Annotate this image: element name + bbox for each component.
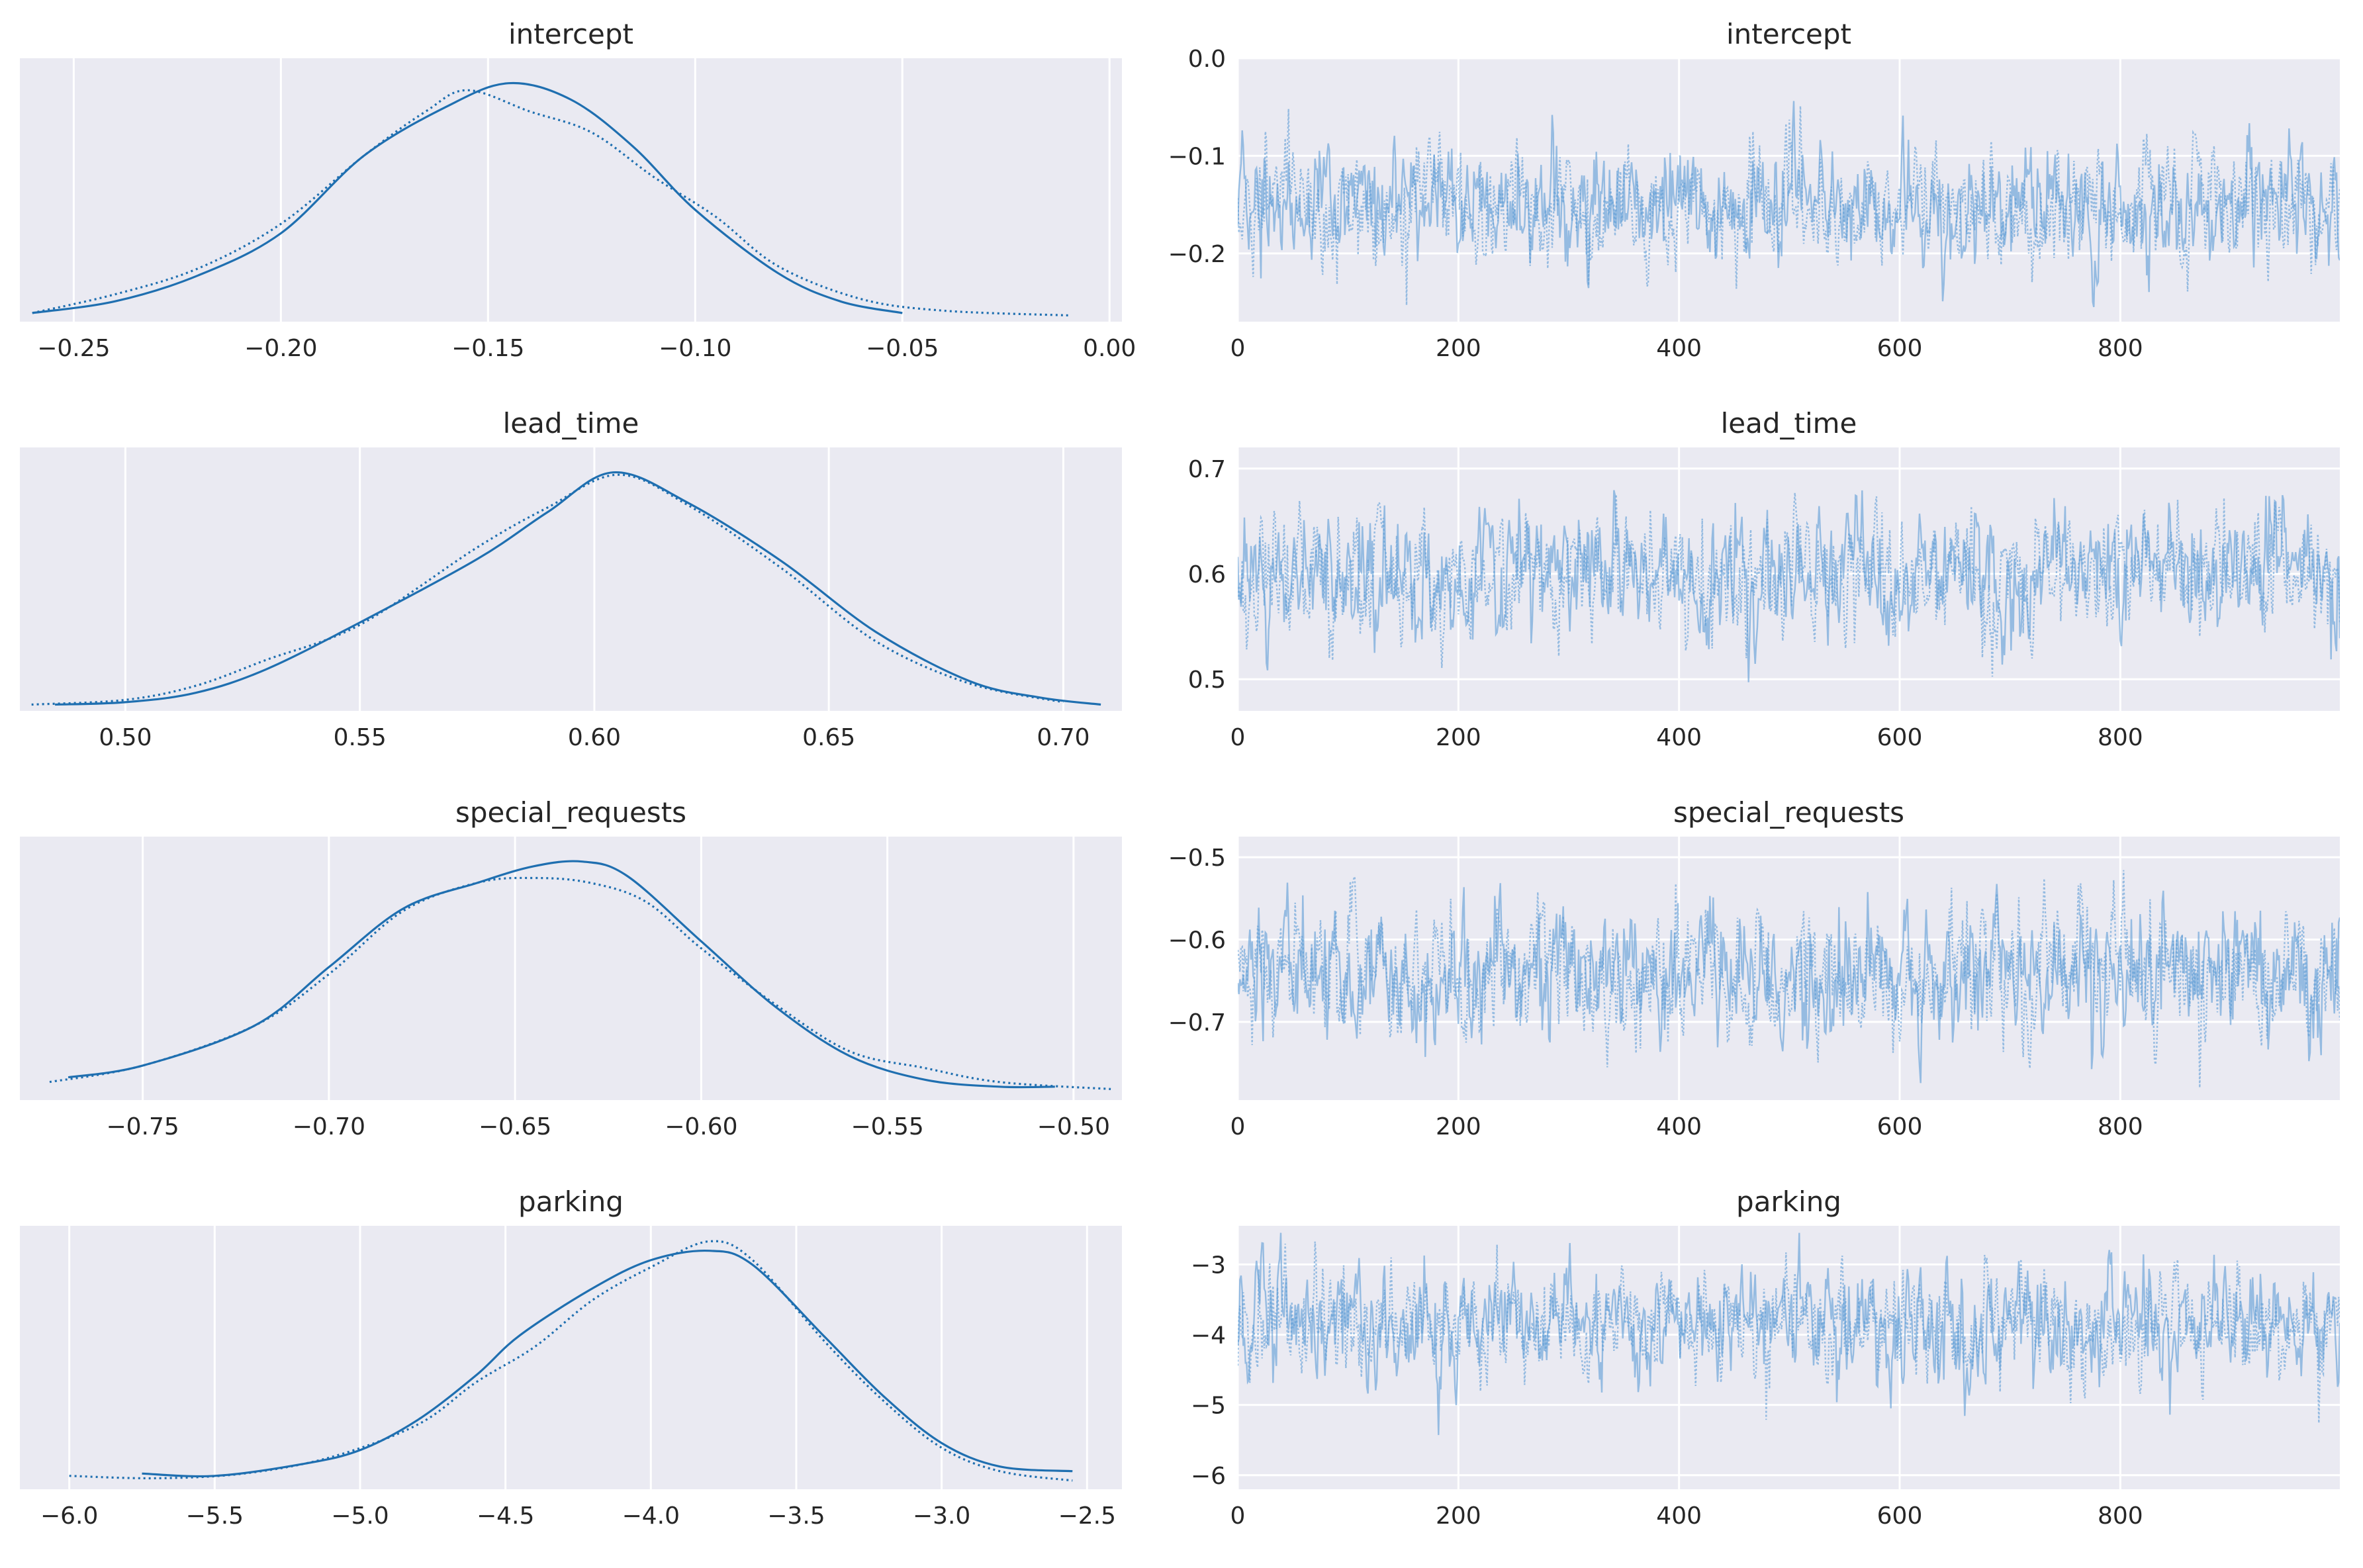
panel-lead-time-trace-xtick-label-3: 600 [1877,724,1923,751]
panel-intercept-trace-xtick-label-1: 200 [1436,335,1481,362]
panel-lead-time-trace-ytick-label-1: 0.6 [1188,561,1226,588]
panel-parking-posterior-density: parking −6.0 −5.5 −5.0 −4.5 −4.0 −3.5 −3.0 −2.5 [20,1185,1122,1530]
panel-special-requests-trace: special_requests 0 200 400 600 800 −0.5 −0.6 −0.… [1168,796,2340,1140]
panel-lead-time-trace: lead_time 0 200 400 600 800 0.7 0.6 0.5 [1188,407,2340,751]
panel-special-requests-posterior-density-xtick-label-2: −0.65 [479,1113,551,1140]
panel-parking-trace-xtick-label-3: 600 [1877,1502,1923,1530]
panel-special-requests-trace-chain-1 [1238,870,2340,1088]
panel-lead-time-posterior-density-xtick-label-1: 0.55 [334,724,387,751]
panel-parking-trace-chain-0 [1238,1232,2340,1436]
panel-intercept-trace-title: intercept [1726,18,1851,50]
panel-lead-time-trace-ytick-label-2: 0.5 [1188,667,1226,694]
panel-special-requests-trace-title: special_requests [1673,796,1904,829]
panel-intercept-posterior-density-background [20,58,1122,322]
panel-special-requests-trace-xtick-label-0: 0 [1230,1113,1246,1140]
panel-intercept-trace: intercept 0 200 400 600 800 0.0 −0.1 −0.2 [1168,18,2340,362]
panel-intercept-posterior-density-xtick-label-2: −0.15 [451,335,524,362]
panel-lead-time-trace-xtick-label-0: 0 [1230,724,1246,751]
panel-lead-time-posterior-density-density-chain-0 [55,471,1101,706]
panel-intercept-posterior-density-density-chain-0 [32,81,903,314]
panel-lead-time-trace-xtick-label-2: 400 [1656,724,1702,751]
panel-parking-posterior-density-xtick-label-2: −5.0 [331,1502,389,1530]
panel-special-requests-posterior-density-title: special_requests [455,796,686,829]
panel-intercept-trace-ytick-label-1: −0.1 [1168,143,1226,170]
panel-lead-time-trace-xtick-label-1: 200 [1436,724,1481,751]
panel-parking-trace-xtick-label-0: 0 [1230,1502,1246,1530]
panel-lead-time-trace-xtick-label-4: 800 [2098,724,2143,751]
panel-parking-trace-xtick-label-1: 200 [1436,1502,1481,1530]
panel-parking-trace-background [1238,1226,2340,1489]
panel-parking-posterior-density-xtick-label-3: −4.5 [477,1502,534,1530]
panel-lead-time-posterior-density-title: lead_time [503,407,639,439]
panel-intercept-trace-ytick-label-2: −0.2 [1168,241,1226,268]
panel-lead-time-posterior-density-xtick-label-0: 0.50 [99,724,152,751]
panel-special-requests-trace-xtick-label-1: 200 [1436,1113,1481,1140]
panel-parking-posterior-density-density-chain-0 [142,1249,1073,1478]
panel-parking-posterior-density-title: parking [518,1185,624,1218]
panel-intercept-posterior-density-xtick-label-4: −0.05 [866,335,939,362]
panel-parking-trace-ytick-label-2: −5 [1191,1393,1226,1420]
panel-lead-time-posterior-density-xtick-label-2: 0.60 [568,724,621,751]
panel-special-requests-trace-xtick-label-4: 800 [2098,1113,2143,1140]
panel-special-requests-trace-ytick-label-2: −0.7 [1168,1009,1226,1037]
panel-intercept-trace-xtick-label-0: 0 [1230,335,1246,362]
panel-special-requests-posterior-density-xtick-label-1: −0.70 [293,1113,365,1140]
panel-special-requests-trace-xtick-label-2: 400 [1656,1113,1702,1140]
panel-parking-posterior-density-background [20,1226,1122,1489]
panel-intercept-trace-ytick-label-0: 0.0 [1188,46,1226,73]
panel-lead-time-trace-title: lead_time [1721,407,1857,439]
panel-intercept-posterior-density-xtick-label-3: −0.10 [659,335,731,362]
panel-special-requests-posterior-density-xtick-label-0: −0.75 [106,1113,179,1140]
panel-special-requests-trace-ytick-label-1: −0.6 [1168,927,1226,954]
panel-parking-posterior-density-xtick-label-1: −5.5 [186,1502,244,1530]
panel-intercept-posterior-density-xtick-label-5: 0.00 [1083,335,1136,362]
panel-parking-posterior-density-xtick-label-6: −3.0 [913,1502,970,1530]
panel-special-requests-trace-xtick-label-3: 600 [1877,1113,1923,1140]
panel-parking-trace-xtick-label-2: 400 [1656,1502,1702,1530]
panel-parking-posterior-density-xtick-label-7: −2.5 [1058,1502,1116,1530]
panel-special-requests-posterior-density: special_requests −0.75 −0.70 −0.65 −0.60 −0.5… [20,796,1122,1140]
panel-intercept-trace-chain-1 [1238,106,2340,306]
panel-special-requests-posterior-density-xtick-label-3: −0.60 [665,1113,737,1140]
panel-parking-posterior-density-xtick-label-5: −3.5 [767,1502,825,1530]
panel-intercept-posterior-density-xtick-label-1: −0.20 [244,335,317,362]
panel-lead-time-posterior-density-background [20,447,1122,711]
panel-parking-trace: parking 0 200 400 600 800 −3 −4 −5 −6 [1191,1185,2340,1530]
panel-intercept-trace-xtick-label-2: 400 [1656,335,1702,362]
panel-parking-trace-title: parking [1736,1185,1841,1218]
panel-lead-time-trace-chain-1 [1238,492,2340,677]
panel-parking-posterior-density-xtick-label-0: −6.0 [40,1502,98,1530]
panel-special-requests-posterior-density-xtick-label-4: −0.55 [851,1113,923,1140]
panel-intercept-trace-xtick-label-3: 600 [1877,335,1923,362]
panel-lead-time-posterior-density-xtick-label-4: 0.70 [1037,724,1089,751]
panel-special-requests-posterior-density-xtick-label-5: −0.50 [1037,1113,1110,1140]
panel-lead-time-posterior-density: lead_time 0.50 0.55 0.60 0.65 0.70 [20,407,1122,751]
panel-parking-posterior-density-xtick-label-4: −4.0 [622,1502,680,1530]
panel-special-requests-posterior-density-background [20,837,1122,1100]
panel-intercept-posterior-density-title: intercept [508,18,633,50]
panel-lead-time-trace-ytick-label-0: 0.7 [1188,456,1226,483]
panel-intercept-posterior-density: intercept −0.25 −0.20 −0.15 −0.10 −0.05 0.00 [20,18,1136,362]
panel-parking-trace-ytick-label-0: −3 [1191,1252,1226,1279]
panel-parking-trace-ytick-label-1: −4 [1191,1322,1226,1350]
panel-lead-time-posterior-density-xtick-label-3: 0.65 [802,724,855,751]
panel-special-requests-trace-ytick-label-0: −0.5 [1168,845,1226,872]
panel-parking-trace-chain-1 [1238,1241,2340,1424]
panel-parking-trace-ytick-label-3: −6 [1191,1463,1226,1490]
panel-parking-trace-xtick-label-4: 800 [2098,1502,2143,1530]
panel-intercept-posterior-density-xtick-label-0: −0.25 [37,335,110,362]
panel-intercept-trace-xtick-label-4: 800 [2098,335,2143,362]
panel-special-requests-trace-chain-0 [1238,882,2340,1084]
panel-special-requests-posterior-density-density-chain-1 [49,876,1111,1090]
